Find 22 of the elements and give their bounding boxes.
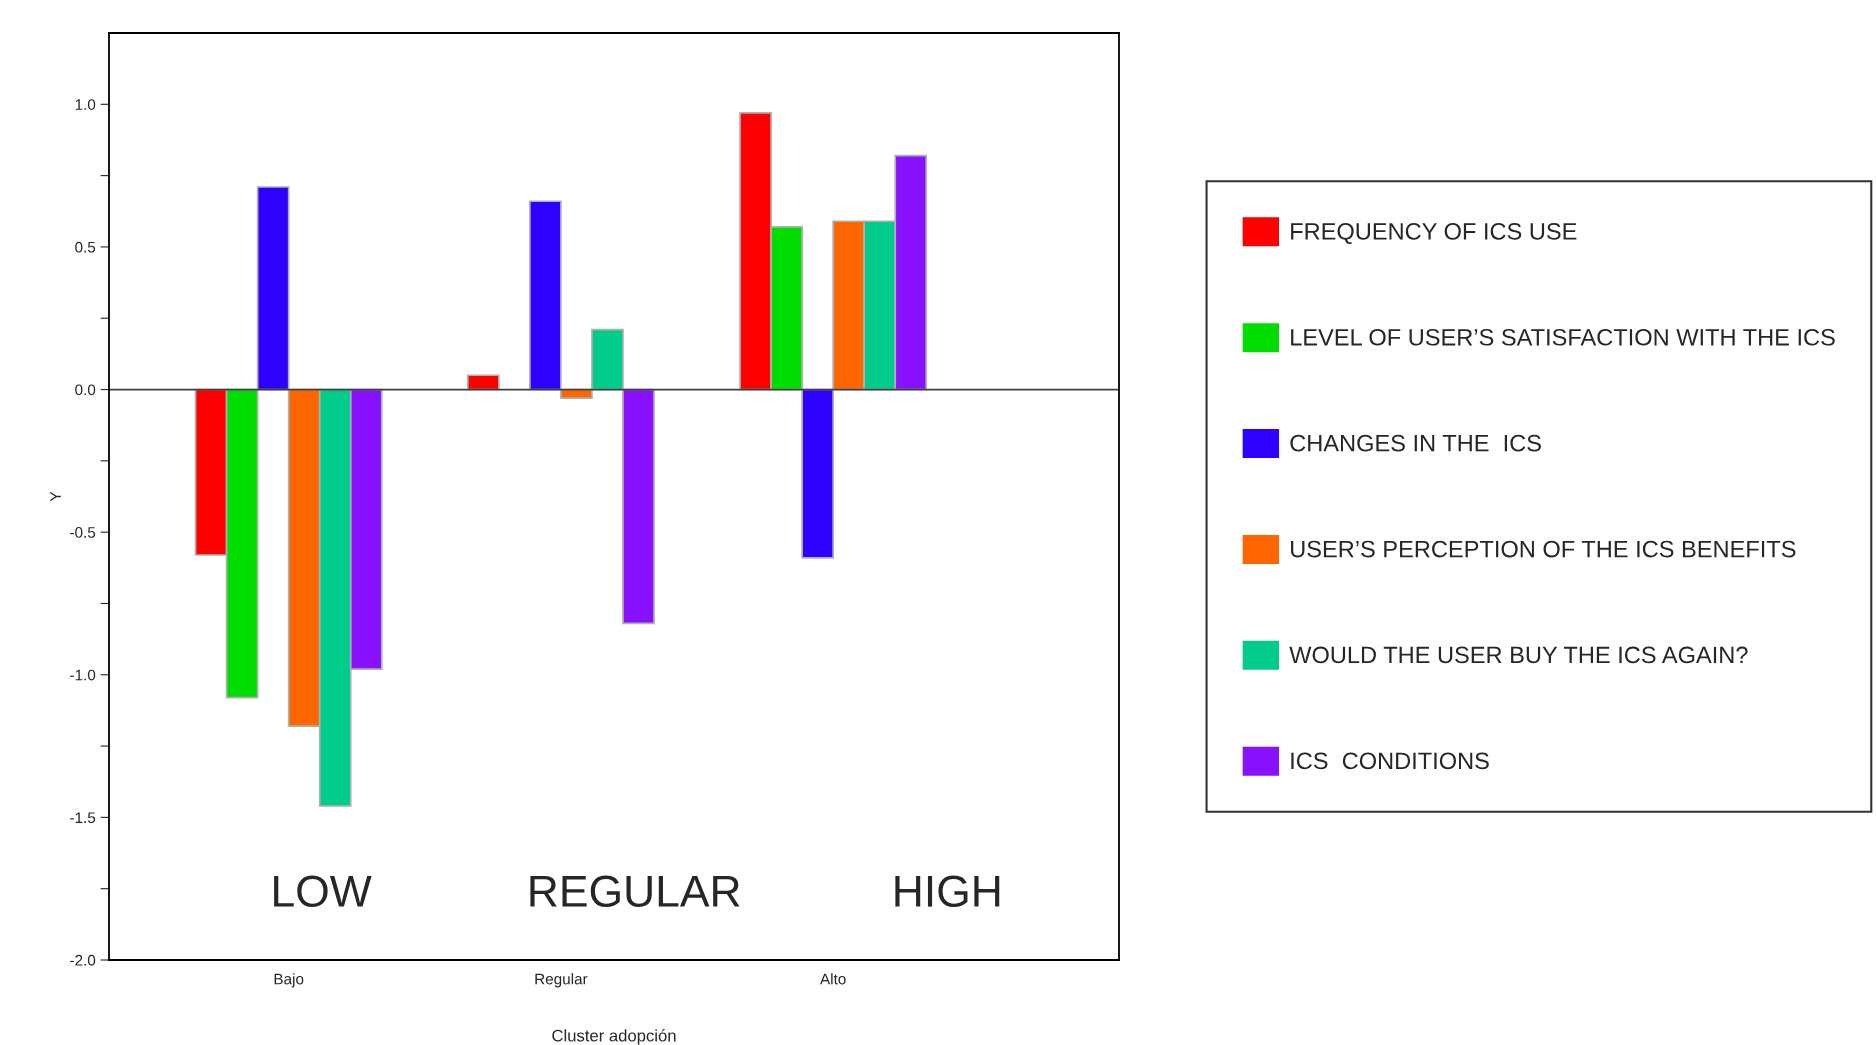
y-tick-label: -2.0 [70, 954, 96, 966]
y-tick-label: 0.5 [75, 241, 96, 253]
y-axis-title: Y [50, 491, 61, 502]
x-tick-label: Bajo [274, 973, 304, 988]
x-axis-title: Cluster adopción [552, 1029, 676, 1045]
legend-label: ICS CONDITIONS [1291, 752, 1489, 770]
legend-label: USER’S PERCEPTION OF THE ICS BENEFITS [1291, 540, 1796, 558]
legend-label: WOULD THE USER BUY THE ICS AGAIN? [1289, 646, 1748, 664]
y-tick-label: -0.5 [70, 527, 96, 538]
annotation: HIGH [895, 875, 1000, 908]
y-tick-label: -1.0 [70, 669, 96, 681]
y-tick-label: 1.0 [75, 99, 96, 110]
annotation: LOW [274, 875, 372, 908]
legend-label: FREQUENCY OF ICS USE [1291, 223, 1577, 244]
legend-label: LEVEL OF USER’S SATISFACTION WITH THE ICS [1291, 328, 1835, 346]
bar [466, 374, 500, 391]
y-tick-label: -1.5 [70, 812, 96, 824]
annotation: REGULAR [530, 875, 740, 908]
x-tick-label: Regular [535, 973, 588, 988]
legend-label: CHANGES IN THE ICS [1290, 434, 1541, 452]
y-tick-label: 0.0 [75, 384, 96, 396]
x-tick-label: Alto [820, 973, 846, 985]
